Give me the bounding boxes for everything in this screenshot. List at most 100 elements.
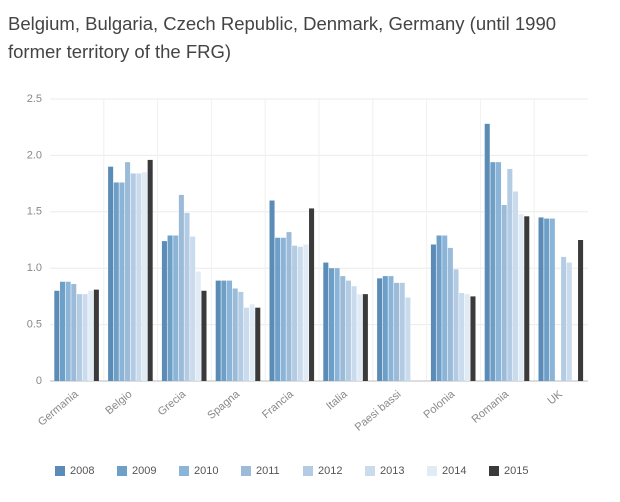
- x-tick-label: Francia: [260, 388, 296, 421]
- bar: [351, 286, 357, 381]
- bar: [167, 235, 173, 381]
- bar: [388, 276, 394, 381]
- x-tick-label: UK: [545, 388, 565, 407]
- bar: [334, 268, 340, 381]
- bar: [512, 191, 518, 381]
- bar: [538, 217, 544, 381]
- legend-label: 2010: [194, 465, 218, 477]
- bar: [507, 168, 513, 381]
- legend-swatch: [427, 466, 437, 476]
- x-tick-label: Romania: [470, 388, 512, 426]
- legend-label: 2009: [132, 465, 156, 477]
- legend-swatch: [489, 466, 499, 476]
- bar: [303, 244, 309, 381]
- y-tick-label: 0.5: [27, 319, 42, 331]
- x-tick-label: Italia: [324, 388, 350, 413]
- bar: [141, 172, 148, 381]
- legend-label: 2014: [442, 465, 466, 477]
- legend-swatch: [55, 466, 65, 476]
- x-tick-label: Belgio: [103, 388, 134, 417]
- bar: [65, 281, 71, 381]
- bar: [544, 218, 550, 381]
- legend-swatch: [117, 466, 127, 476]
- legend-label: 2011: [256, 465, 280, 477]
- bar: [362, 294, 368, 381]
- bar: [275, 237, 281, 381]
- bar: [88, 290, 94, 381]
- bar: [249, 304, 255, 381]
- bar: [190, 236, 196, 381]
- bar: [119, 182, 125, 381]
- y-tick-label: 2.5: [27, 93, 42, 105]
- bar: [323, 262, 329, 381]
- bar: [147, 159, 153, 381]
- x-tick-label: Paesi bassi: [353, 388, 404, 433]
- bar: [309, 208, 315, 381]
- bar: [59, 281, 66, 381]
- bar: [173, 235, 179, 381]
- bar: [524, 216, 530, 381]
- bar: [201, 290, 207, 381]
- bar: [340, 276, 346, 381]
- y-tick-label: 1.0: [27, 262, 42, 274]
- bar: [238, 291, 244, 381]
- legend-swatch: [303, 466, 313, 476]
- bar: [93, 289, 99, 381]
- bar: [297, 246, 303, 381]
- y-tick-label: 2.0: [27, 149, 42, 161]
- x-tick-label: Polonia: [421, 388, 457, 421]
- bar: [459, 293, 465, 381]
- bar: [221, 280, 227, 381]
- bar: [501, 205, 507, 381]
- bar: [178, 194, 184, 381]
- bar: [453, 269, 459, 381]
- x-tick-label: Grecia: [156, 388, 189, 419]
- y-tick-label: 1.5: [27, 206, 42, 218]
- bar: [161, 241, 167, 381]
- bar: [377, 278, 383, 381]
- bar: [255, 307, 261, 381]
- legend-label: 2012: [318, 465, 342, 477]
- bar: [430, 244, 436, 381]
- bar: [71, 283, 77, 381]
- chart-title: Belgium, Bulgaria, Czech Republic, Denma…: [8, 13, 557, 62]
- bar: [136, 173, 142, 381]
- legend-swatch: [365, 466, 375, 476]
- bar: [286, 232, 292, 381]
- legend-label: 2013: [380, 465, 404, 477]
- x-tick-label: Spagna: [205, 388, 242, 422]
- bar: [447, 247, 453, 381]
- bar: [345, 280, 351, 381]
- bar: [113, 182, 119, 381]
- bar: [405, 297, 411, 381]
- legend-label: 2015: [504, 465, 528, 477]
- legend-label: 2008: [70, 465, 94, 477]
- legend-swatch: [241, 466, 251, 476]
- bar: [108, 166, 114, 381]
- bar: [82, 294, 88, 381]
- legend-swatch: [179, 466, 189, 476]
- bar: [292, 245, 298, 381]
- bar: [280, 237, 286, 381]
- bar: [184, 212, 190, 381]
- bar: [227, 280, 233, 381]
- bar: [561, 256, 567, 381]
- bar: [76, 294, 82, 381]
- bar: [54, 290, 60, 381]
- bar: [232, 288, 238, 381]
- bar: [328, 268, 335, 381]
- bar: [464, 294, 470, 381]
- bar: [436, 235, 442, 381]
- y-tick-label: 0: [36, 375, 42, 387]
- x-tick-label: Germania: [36, 388, 81, 429]
- bar: [549, 218, 555, 381]
- bar: [484, 123, 490, 381]
- bar: [518, 214, 524, 381]
- bar: [215, 280, 221, 381]
- bar: [399, 282, 405, 381]
- bar: [470, 296, 476, 381]
- bar: [442, 235, 448, 381]
- bar: [243, 307, 249, 381]
- bar: [496, 162, 502, 381]
